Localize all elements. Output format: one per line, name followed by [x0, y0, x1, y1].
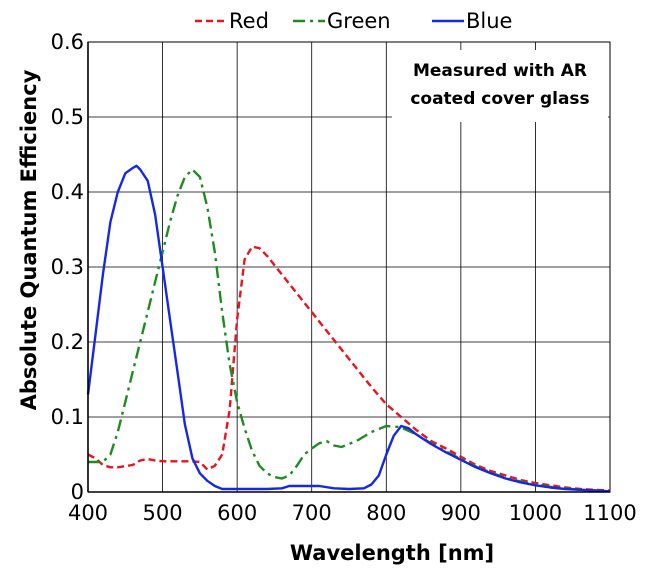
tick-labels: 400 500 600 700 800 900 1000 1100 0 0.1 0.2 0.3 0.4 0… [51, 30, 637, 525]
x-tick-label: 700 [292, 501, 332, 525]
y-tick-label: 0.5 [51, 105, 84, 129]
annotation-line-1: Measured with AR [413, 61, 587, 81]
y-tick-label: 0.6 [51, 30, 84, 54]
x-tick-label: 1000 [509, 501, 562, 525]
x-tick-label: 600 [217, 501, 257, 525]
series-line-blue [86, 164, 611, 493]
annotation-line-2: coated cover glass [410, 89, 589, 109]
series-layer [86, 164, 611, 493]
x-tick-label: 400 [68, 501, 108, 525]
series-line-green [88, 168, 611, 493]
x-tick-label: 900 [441, 501, 481, 525]
y-tick-label: 0.4 [51, 180, 84, 204]
y-tick-label: 0.2 [51, 330, 84, 354]
legend: Red Green Blue [195, 9, 512, 33]
legend-label-red: Red [229, 9, 269, 33]
series-line-red [87, 245, 611, 492]
legend-label-blue: Blue [466, 9, 512, 33]
y-tick-label: 0.3 [51, 255, 84, 279]
x-tick-label: 500 [143, 501, 183, 525]
legend-label-green: Green [327, 9, 391, 33]
axes [87, 42, 610, 493]
x-axis-title: Wavelength [nm] [290, 541, 494, 565]
y-axis-title: Absolute Quantum Efficiency [17, 69, 41, 410]
y-tick-label: 0.1 [51, 405, 84, 429]
annotation-box: Measured with AR coated cover glass [392, 50, 608, 122]
x-tick-label: 1100 [583, 501, 636, 525]
y-tick-label: 0 [71, 480, 84, 504]
x-tick-label: 800 [366, 501, 406, 525]
